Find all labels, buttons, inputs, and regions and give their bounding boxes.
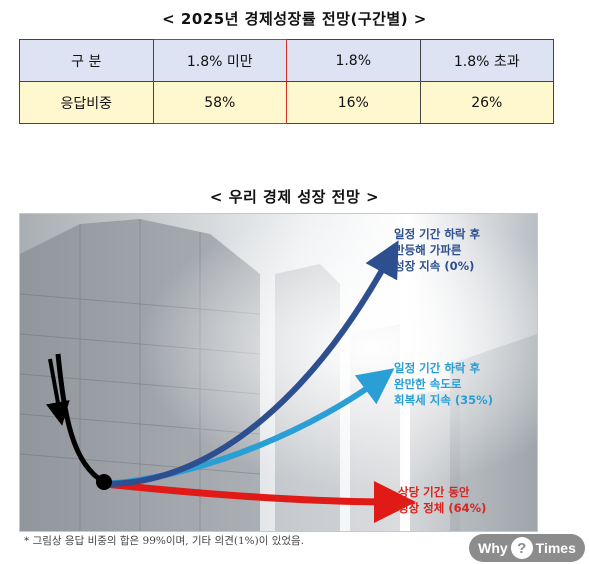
question-mark-icon: ?: [510, 537, 533, 559]
stagnation-arrow: [104, 480, 416, 523]
growth-outlook-diagram: [19, 213, 538, 532]
row-cell: 58%: [152, 81, 287, 124]
scenario-label-steep-rebound: 일정 기간 하락 후 반등해 가파른 성장 지속 (0%): [394, 227, 481, 273]
chart-title: < 우리 경제 성장 전망 >: [209, 188, 380, 206]
diagram-canvas: [20, 214, 537, 531]
header-cell: 1.8%: [286, 39, 421, 82]
forecast-table: 구 분 1.8% 미만 1.8% 1.8% 초과 응답비중 58% 16% 26…: [19, 39, 554, 124]
logo-text-right: Times: [535, 540, 576, 556]
scenario-label-stagnation: 상당 기간 동안 성장 정체 (64%): [398, 485, 487, 515]
decline-arrow: [46, 358, 70, 426]
decline-curve: [55, 353, 106, 485]
table-header-row: 구 분 1.8% 미만 1.8% 1.8% 초과: [19, 39, 554, 82]
row-cell: 26%: [419, 81, 554, 124]
header-cell: 1.8% 초과: [419, 39, 554, 82]
turning-point-dot: [96, 474, 112, 490]
table-title: < 2025년 경제성장률 전망(구간별) >: [162, 10, 427, 28]
logo-text-left: Why: [478, 540, 508, 556]
table-row: 응답비중 58% 16% 26%: [19, 81, 554, 124]
row-cell: 응답비중: [19, 81, 154, 124]
row-cell: 16%: [286, 81, 421, 124]
steep-rebound-arrow: [104, 240, 399, 487]
whytimes-logo: Why ? Times: [469, 534, 585, 562]
scenario-label-moderate-recovery: 일정 기간 하락 후 완만한 속도로 회복세 지속 (35%): [394, 361, 493, 407]
header-cell: 1.8% 미만: [152, 39, 287, 82]
footnote: * 그림상 응답 비중의 합은 99%이며, 기타 의견(1%)이 있었음.: [24, 535, 305, 547]
header-cell: 구 분: [19, 39, 154, 82]
